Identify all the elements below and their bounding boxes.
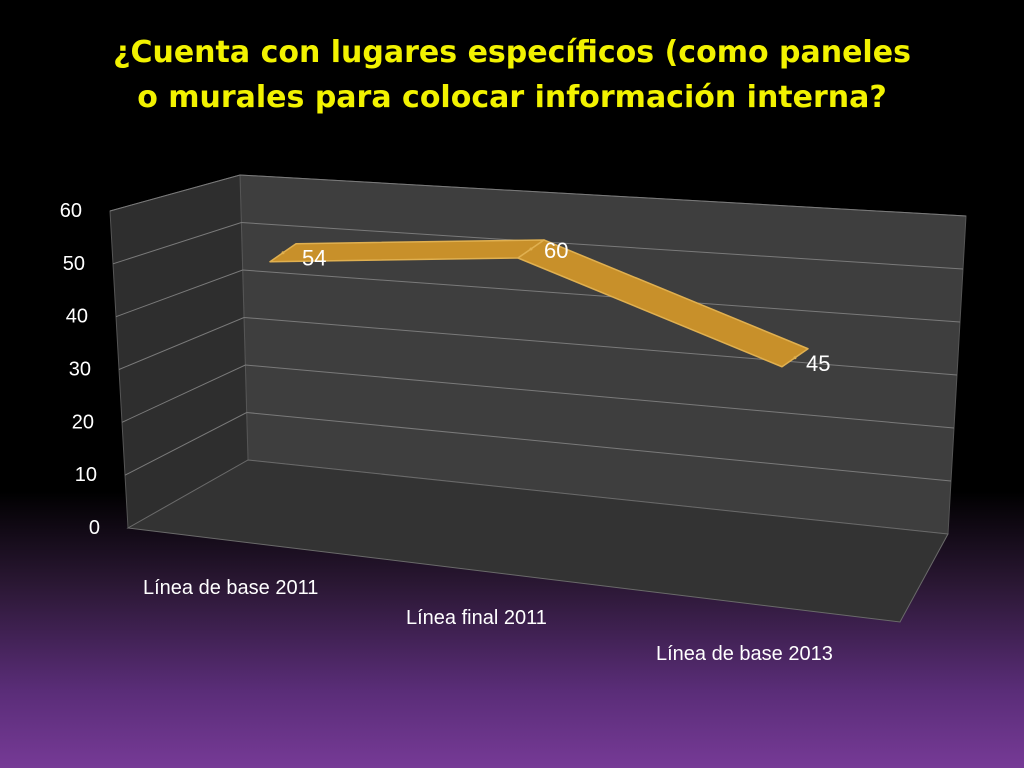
chart-title: ¿Cuenta con lugares específicos (como pa… bbox=[113, 35, 911, 115]
series-ribbon bbox=[269, 239, 809, 368]
data-labels: 54 60 45 bbox=[302, 238, 830, 376]
data-label: 60 bbox=[544, 238, 568, 263]
y-tick-label: 10 bbox=[75, 464, 97, 486]
x-axis-categories: Línea de base 2011 Línea final 2011 Línea … bbox=[143, 577, 833, 665]
y-tick-label: 60 bbox=[60, 200, 82, 222]
x-category-label: Línea final 2011 bbox=[406, 607, 547, 629]
data-label: 54 bbox=[302, 246, 326, 271]
series-segment bbox=[517, 239, 809, 368]
y-tick-label: 30 bbox=[69, 359, 91, 381]
gridline bbox=[112, 221, 964, 270]
data-point bbox=[529, 247, 533, 251]
x-category-label: Línea de base 2011 bbox=[143, 577, 318, 599]
y-tick-label: 0 bbox=[89, 517, 100, 539]
gridline bbox=[109, 174, 967, 217]
y-tick-label: 20 bbox=[72, 411, 94, 433]
data-point bbox=[281, 251, 285, 255]
y-tick-label: 50 bbox=[63, 253, 85, 275]
gridline bbox=[118, 316, 958, 376]
gridline bbox=[121, 364, 955, 429]
data-point bbox=[793, 356, 797, 360]
gridline bbox=[115, 269, 961, 323]
y-tick-label: 40 bbox=[66, 306, 88, 328]
y-axis-ticks: 0 10 20 30 40 50 60 bbox=[60, 200, 100, 539]
data-label: 45 bbox=[806, 351, 830, 376]
gridlines bbox=[109, 174, 967, 482]
gridline bbox=[124, 411, 952, 482]
chart-walls bbox=[109, 174, 967, 623]
x-category-label: Línea de base 2013 bbox=[656, 643, 833, 665]
floor bbox=[126, 459, 949, 623]
